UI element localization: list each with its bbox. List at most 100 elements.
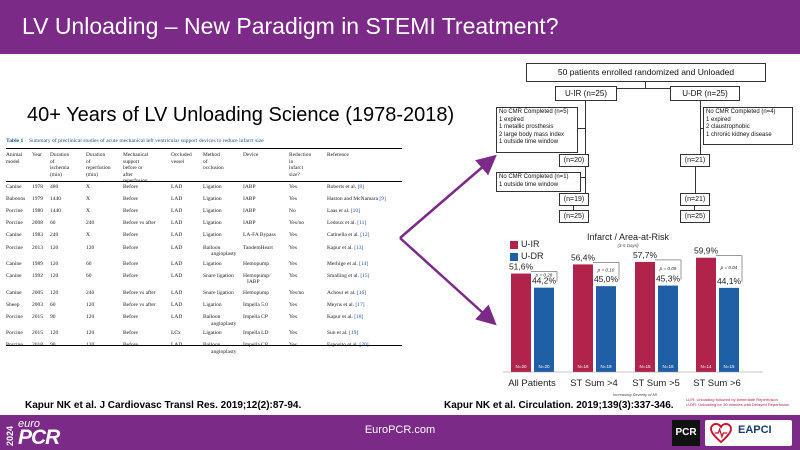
table-cell: Yes/no [289,289,305,296]
table-cell: IABP [243,208,256,215]
reference-link[interactable]: [9] [379,196,386,203]
flow-line [575,128,585,129]
table-cell: LAD [171,220,183,227]
flow-line [583,88,708,89]
bar-u-dr [719,287,739,372]
table-cell: Ligation [203,184,222,190]
table-cell: Hemopump [243,260,269,267]
table-header-cell: Reference [327,152,349,158]
table-cell: Balloon angioplasty [203,244,237,258]
reference-author: Roberts et al. [327,184,358,190]
reference-link[interactable]: [11] [357,220,367,227]
table-cell: 1978 [32,184,43,190]
table-header-cell: Year [32,152,42,158]
chart-footnotes: U-IR: Unloading followed by immediate Re… [686,397,789,407]
table-cell: Before [123,260,138,267]
flow-udr-box: U-DR (n=25) [670,86,740,101]
table-cell: Smalling et al. [15] [327,273,369,280]
table-cell: X [86,196,90,203]
reference-link[interactable]: [15] [360,272,370,279]
bar-u-ir [573,264,593,372]
bar-u-ir [696,257,716,372]
reference-link[interactable]: [14] [359,260,369,267]
footer-url[interactable]: EuroPCR.com [364,424,436,436]
bar-u-ir [511,273,531,372]
table-cell: Ligation [203,330,222,337]
table-cell: Ledoux et al. [11] [327,220,366,227]
bar-value-label: 56,4% [571,252,596,262]
slide-subtitle: 40+ Years of LV Unloading Science (1978-… [27,104,455,126]
table-header-cell: Device [243,152,259,158]
p-value-label: p = 0.09 [659,266,677,271]
x-tick-label: ST Sum >5 [632,378,680,389]
table-cell: 2005 [32,289,43,296]
table-row: Canine 1992 120 60 Before LAD Snare ligation He… [0,272,400,286]
table-header-cell: Animal model [6,152,23,165]
table-cell: 60 [86,272,92,279]
table-cell: No [289,208,296,215]
table-cell: 1440 [50,208,61,215]
table-cell: Ligation [203,220,222,227]
table-cell: Before [123,272,138,279]
table-cell: Yes [289,330,298,337]
reference-link[interactable]: [16] [356,289,367,296]
table-cell: 120 [86,330,95,337]
reference-link[interactable]: [13] [354,244,364,251]
table-cell: IABP [243,196,256,203]
bar-n-label: N=19 [600,364,612,369]
table-caption-text: Summary of preclinical studies of acute … [28,138,264,144]
flow-left-n2: (n=19) [559,193,589,206]
table-cell: 120 [86,301,95,308]
table-cell: Before [123,244,138,251]
table-cell: Ligation [203,260,222,267]
table-cell: Before vs after [123,289,156,296]
bar-value-label: 57,7% [633,250,658,260]
table-cell: Before [123,196,138,203]
table-cell: 120 [50,289,59,296]
table-cell: 1989 [32,260,43,267]
reference-link[interactable]: [8] [357,184,364,190]
table-cell: Canine [6,232,22,239]
table-cell: Haston and McNamara [9] [327,196,386,203]
table-cell: Kapur et al. [18] [327,314,363,321]
bar-u-dr [658,285,678,372]
eapci-logo-text: EAPCI [738,424,772,436]
bar-n-label: N=20 [538,364,550,369]
table-cell: 60 [86,260,92,267]
table-cell: 120 [86,244,95,251]
bar-value-label: 44,1% [717,276,742,286]
legend-udr-swatch [510,253,518,261]
reference-link[interactable]: [10] [350,208,360,215]
flow-right-n1: (n=21) [680,154,710,167]
table-cell: LCx [171,330,181,337]
table-caption-label: Table 1 [6,138,24,144]
table-cell: Hemopump/IABP [243,272,271,286]
table-cell: Kapur et al. [13] [327,245,363,252]
x-tick-label: ST Sum >4 [570,378,618,389]
table-row: Sheep 2003 60 120 Before vs after LAD Ligation… [0,302,400,314]
table-cell: 120 [50,244,59,251]
chart-x-note: Increasing Severity of MI [613,392,658,397]
slide-title: LV Unloading – New Paradigm in STEMI Tre… [22,13,559,39]
table-cell: 1992 [32,272,43,279]
legend-udr-label: U-DR [521,251,544,261]
table-cell: Balloon angioplasty [203,314,237,327]
table-cell: 120 [86,314,95,320]
infarct-bar-chart: Infarct / Area-at-Risk (3-5 Days) 51,6% N… [503,232,763,397]
table-cell: Yes [289,184,298,190]
logo-pcr-text: PCR [18,426,60,449]
reference-link[interactable]: [12] [360,232,370,239]
p-value-label: p = 0.28 [535,273,553,278]
legend-uir-label: U-IR [521,239,540,249]
reference-link[interactable]: [18] [354,314,364,320]
table-row: Canine 1983 240 X Before LAD Ligation LA-FA Byp… [0,232,400,244]
table-cell: 60 [50,301,56,308]
reference-link[interactable]: [19] [349,330,359,337]
chart-title: Infarct / Area-at-Risk [587,232,670,242]
table-cell: Canine [6,184,22,190]
reference-link[interactable]: [17] [355,301,365,308]
footer-bar [0,415,800,450]
table-cell: 1980 [32,208,43,215]
reference-author: Haston and McNamara [327,196,380,203]
